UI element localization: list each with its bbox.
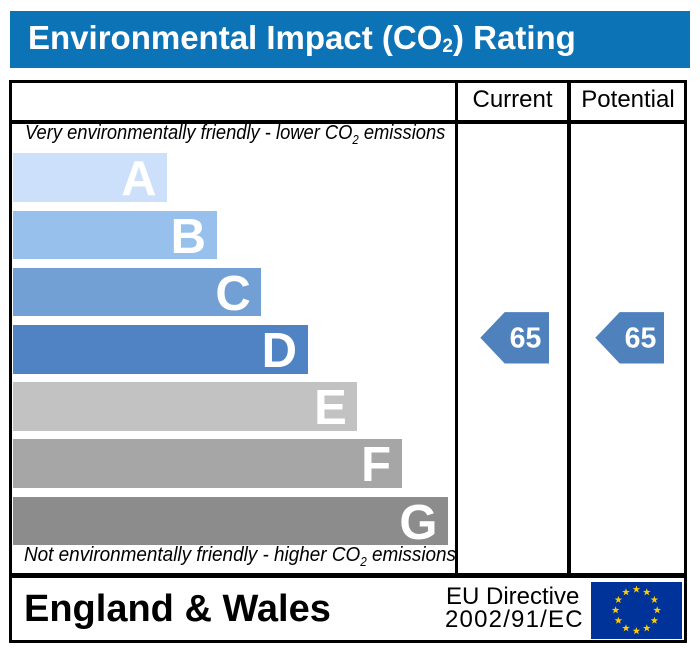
svg-text:65: 65 [625, 322, 657, 354]
svg-text:65: 65 [510, 322, 542, 354]
